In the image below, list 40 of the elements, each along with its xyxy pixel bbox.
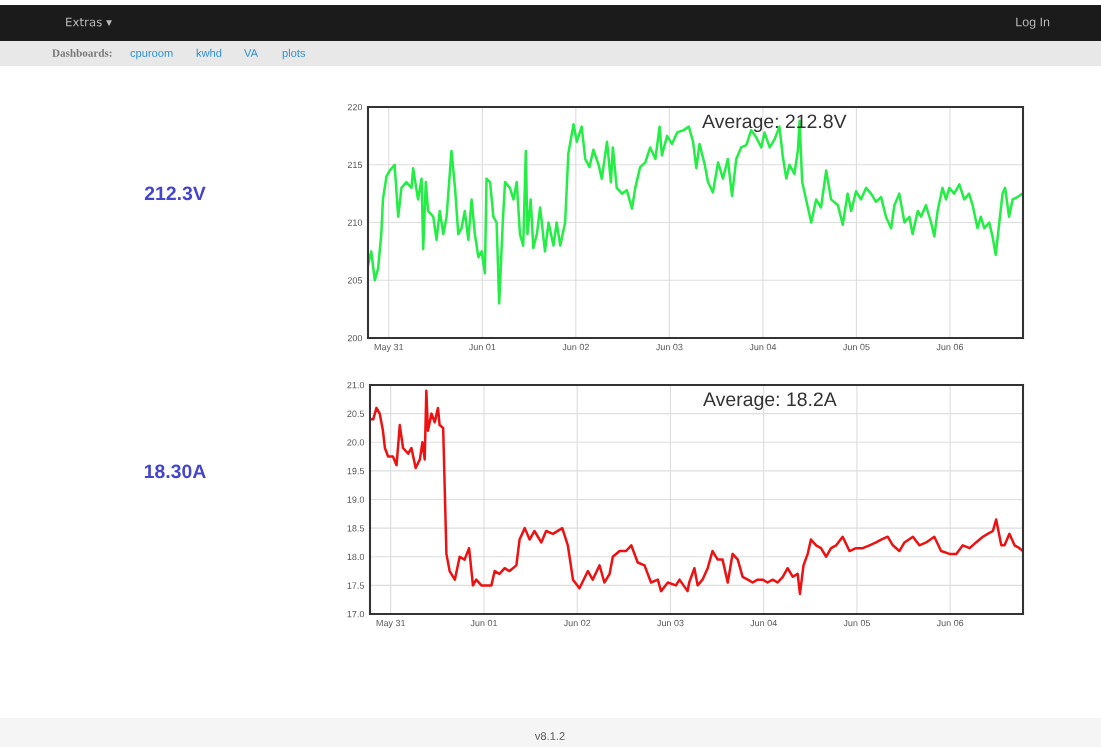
x-tick-label: Jun 02 bbox=[563, 619, 591, 627]
y-tick-label: 18.5 bbox=[347, 525, 365, 532]
x-tick-label: Jun 06 bbox=[936, 619, 964, 627]
y-tick-label: 17.0 bbox=[347, 610, 365, 618]
y-tick-label: 205 bbox=[347, 277, 363, 284]
text: Log In bbox=[1016, 17, 1050, 29]
annotation: Average: 18.2A bbox=[703, 392, 837, 410]
text: VA bbox=[244, 49, 258, 57]
y-tick-label: 20.0 bbox=[347, 439, 365, 446]
text: 212.3V bbox=[144, 186, 206, 201]
x-tick-label: Jun 04 bbox=[749, 343, 777, 351]
text: v8.1.2 bbox=[534, 732, 565, 740]
y-tick-label: 21.0 bbox=[347, 381, 365, 389]
x-tick-label: Jun 06 bbox=[936, 343, 964, 351]
y-tick-label: 19.5 bbox=[347, 467, 365, 475]
x-tick-label: Jun 01 bbox=[468, 343, 496, 351]
x-tick-label: May 31 bbox=[376, 619, 406, 628]
y-tick-label: 220 bbox=[347, 103, 363, 111]
x-tick-label: May 31 bbox=[374, 343, 404, 352]
y-tick-label: 200 bbox=[347, 334, 363, 342]
text: kwhd bbox=[196, 48, 222, 57]
text: Dashboards: bbox=[52, 48, 112, 57]
y-tick-label: 215 bbox=[347, 161, 363, 169]
x-tick-label: Jun 05 bbox=[843, 619, 871, 627]
x-tick-label: Jun 04 bbox=[750, 619, 777, 627]
text: 18.30A bbox=[144, 464, 206, 479]
x-tick-label: Jun 02 bbox=[562, 343, 589, 351]
x-tick-label: Jun 01 bbox=[470, 619, 498, 627]
text: cpuroom bbox=[130, 50, 173, 60]
annotation: Average: 212.8V bbox=[702, 114, 847, 133]
text: plots bbox=[282, 48, 306, 60]
y-tick-label: 210 bbox=[347, 219, 363, 226]
y-tick-label: 18.0 bbox=[347, 553, 365, 561]
x-tick-label: Jun 03 bbox=[657, 619, 684, 627]
text: Extras ▾ bbox=[66, 17, 112, 27]
y-tick-label: 19.0 bbox=[347, 496, 365, 503]
x-tick-label: Jun 03 bbox=[655, 343, 683, 351]
x-tick-label: Jun 05 bbox=[843, 343, 870, 351]
y-tick-label: 17.5 bbox=[347, 582, 365, 589]
y-tick-label: 20.5 bbox=[347, 410, 365, 417]
